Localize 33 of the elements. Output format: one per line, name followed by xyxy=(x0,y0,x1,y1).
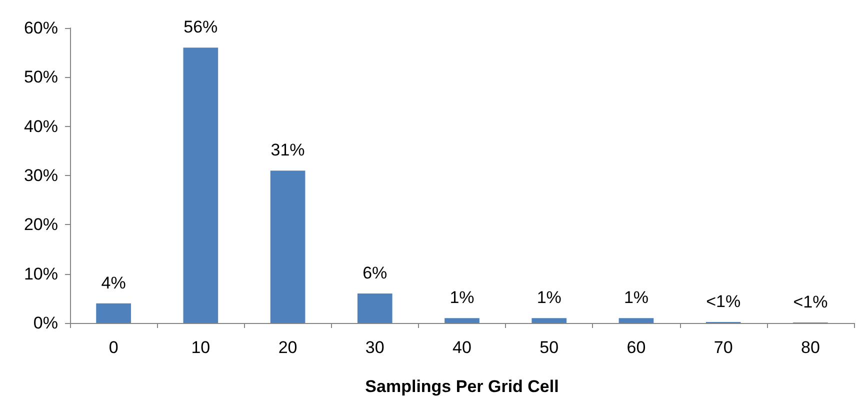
data-label: <1% xyxy=(793,292,828,312)
x-tick-label: 80 xyxy=(800,338,820,357)
bar xyxy=(270,170,306,323)
x-tick-label: 40 xyxy=(452,338,472,357)
x-tick-label: 10 xyxy=(191,338,210,357)
y-tick-label: 40% xyxy=(24,116,58,136)
y-tick-label: 60% xyxy=(24,18,58,38)
bar xyxy=(357,294,392,323)
data-label: 1% xyxy=(450,288,474,308)
data-label: 1% xyxy=(536,288,562,308)
y-tick-label: 20% xyxy=(24,215,58,234)
bar xyxy=(444,318,480,323)
x-axis-title: Samplings Per Grid Cell xyxy=(365,377,559,396)
y-tick-label: 30% xyxy=(24,166,58,185)
bar xyxy=(183,48,218,323)
data-label: <1% xyxy=(706,292,741,312)
x-tick-label: 60 xyxy=(626,338,646,357)
data-label: 1% xyxy=(624,288,649,308)
data-label: 4% xyxy=(101,273,126,292)
x-tick-label: 50 xyxy=(540,338,559,357)
x-tick-label: 0 xyxy=(108,338,118,357)
bar xyxy=(618,318,654,323)
x-tick-label: 30 xyxy=(365,338,384,357)
data-label: 6% xyxy=(362,264,388,282)
y-tick-label: 0% xyxy=(33,314,58,332)
data-label: 31% xyxy=(270,140,305,160)
bar xyxy=(96,303,131,323)
x-tick-label: 20 xyxy=(278,338,298,357)
data-label: 56% xyxy=(184,18,218,37)
y-tick-label: 50% xyxy=(24,68,58,87)
bar xyxy=(532,318,567,323)
y-tick-label: 10% xyxy=(24,264,58,284)
x-tick-label: 70 xyxy=(714,338,733,357)
